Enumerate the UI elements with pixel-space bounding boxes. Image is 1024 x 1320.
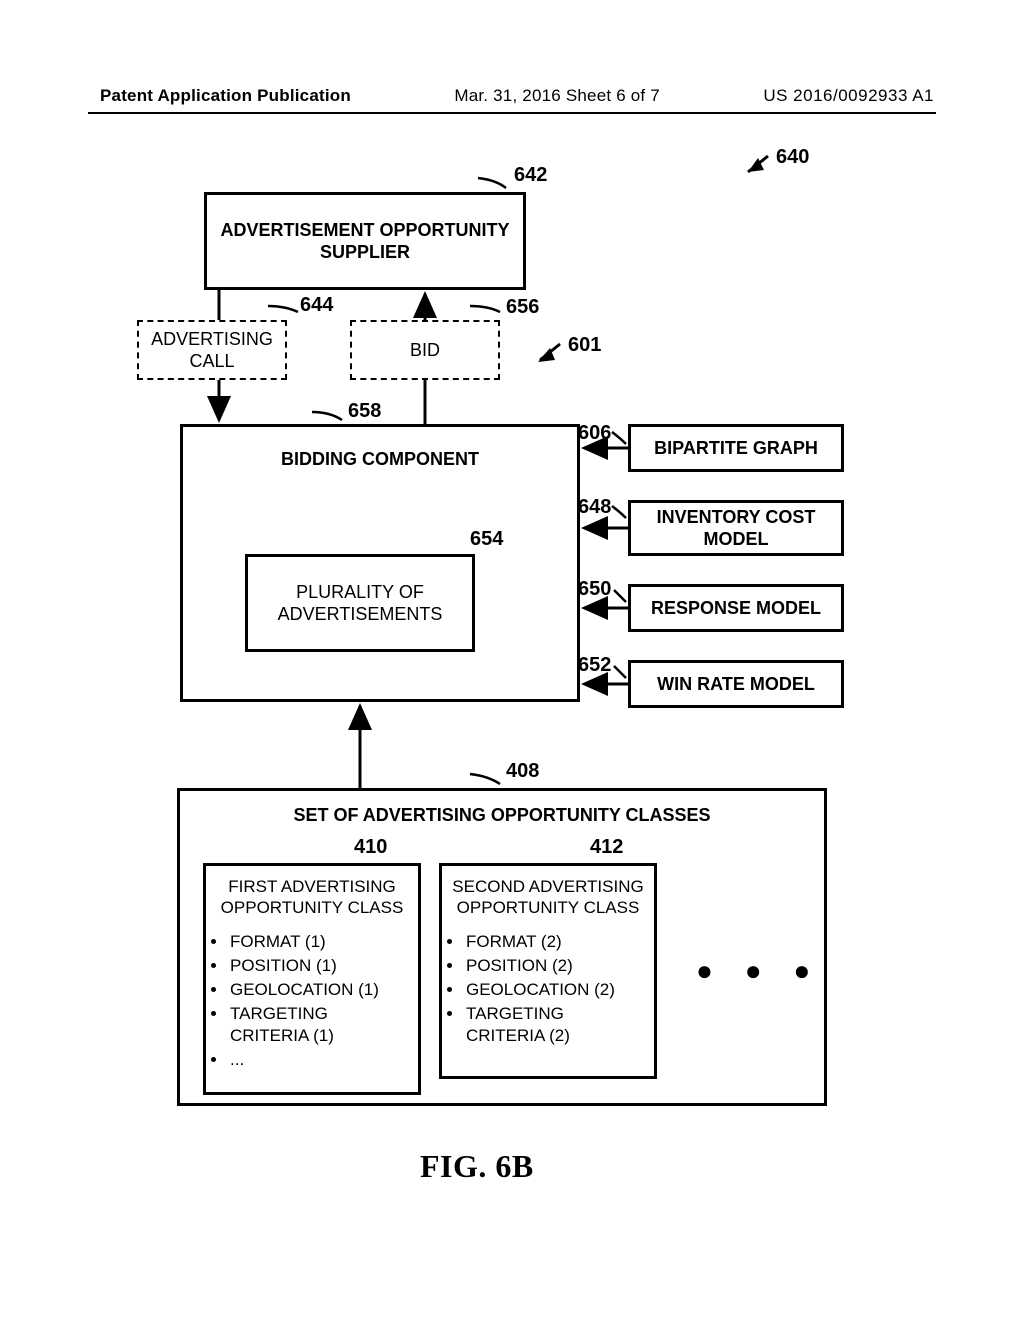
class2-title: SECOND ADVERTISING OPPORTUNITY CLASS	[442, 866, 654, 927]
inventory-cost-label: INVENTORY COST MODEL	[631, 503, 841, 553]
class1-item: ...	[228, 1049, 408, 1071]
bidding-component-label: BIDDING COMPONENT	[183, 449, 577, 470]
class1-title: FIRST ADVERTISING OPPORTUNITY CLASS	[206, 866, 418, 927]
advertising-call-box: ADVERTISING CALL	[137, 320, 287, 380]
advertising-call-label: ADVERTISING CALL	[139, 322, 285, 378]
plurality-box: PLURALITY OF ADVERTISEMENTS	[245, 554, 475, 652]
class2-list: FORMAT (2) POSITION (2) GEOLOCATION (2) …	[442, 931, 654, 1047]
class2-item: GEOLOCATION (2)	[464, 979, 644, 1001]
ref-412: 412	[590, 836, 623, 859]
ref-648: 648	[578, 496, 611, 519]
win-rate-box: WIN RATE MODEL	[628, 660, 844, 708]
class1-item: GEOLOCATION (1)	[228, 979, 408, 1001]
supplier-label: ADVERTISEMENT OPPORTUNITY SUPPLIER	[207, 195, 523, 287]
class2-box: SECOND ADVERTISING OPPORTUNITY CLASS FOR…	[439, 863, 657, 1079]
win-rate-label: WIN RATE MODEL	[631, 663, 841, 705]
ref-606: 606	[578, 422, 611, 445]
response-model-box: RESPONSE MODEL	[628, 584, 844, 632]
class1-item: POSITION (1)	[228, 955, 408, 977]
inventory-cost-box: INVENTORY COST MODEL	[628, 500, 844, 556]
ref-640: 640	[776, 146, 809, 169]
ref-652: 652	[578, 654, 611, 677]
ellipsis-dots: ● ● ●	[696, 955, 822, 987]
class2-item: FORMAT (2)	[464, 931, 644, 953]
bid-label: BID	[352, 322, 498, 378]
class1-item: TARGETING CRITERIA (1)	[228, 1003, 408, 1047]
set-title: SET OF ADVERTISING OPPORTUNITY CLASSES	[180, 791, 824, 826]
ref-410: 410	[354, 836, 387, 859]
bipartite-label: BIPARTITE GRAPH	[631, 427, 841, 469]
ref-644: 644	[300, 294, 333, 317]
class1-box: FIRST ADVERTISING OPPORTUNITY CLASS FORM…	[203, 863, 421, 1095]
class1-item: FORMAT (1)	[228, 931, 408, 953]
response-model-label: RESPONSE MODEL	[631, 587, 841, 629]
class1-list: FORMAT (1) POSITION (1) GEOLOCATION (1) …	[206, 931, 418, 1072]
plurality-label: PLURALITY OF ADVERTISEMENTS	[248, 557, 472, 649]
ref-642: 642	[514, 164, 547, 187]
ref-601: 601	[568, 334, 601, 357]
supplier-box: ADVERTISEMENT OPPORTUNITY SUPPLIER	[204, 192, 526, 290]
figure-label: FIG. 6B	[420, 1148, 534, 1185]
class2-item: TARGETING CRITERIA (2)	[464, 1003, 644, 1047]
set-box: SET OF ADVERTISING OPPORTUNITY CLASSES F…	[177, 788, 827, 1106]
ref-654: 654	[470, 528, 503, 551]
bipartite-box: BIPARTITE GRAPH	[628, 424, 844, 472]
ref-650: 650	[578, 578, 611, 601]
bid-box: BID	[350, 320, 500, 380]
ref-656: 656	[506, 296, 539, 319]
class2-item: POSITION (2)	[464, 955, 644, 977]
ref-408: 408	[506, 760, 539, 783]
ref-658: 658	[348, 400, 381, 423]
